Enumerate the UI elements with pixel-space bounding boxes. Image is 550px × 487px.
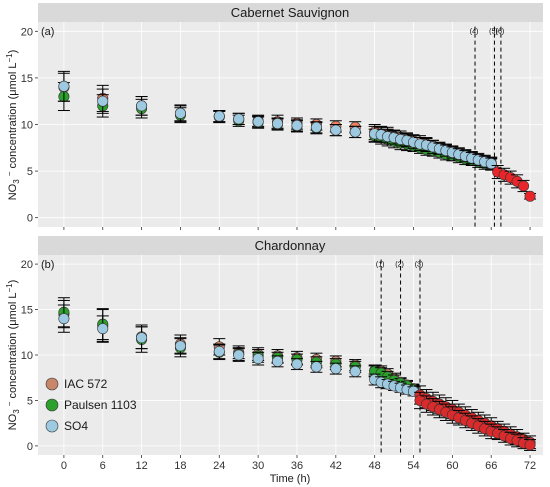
data-point [58, 80, 70, 92]
data-point [349, 126, 361, 138]
data-point [524, 190, 536, 202]
data-point [310, 361, 322, 373]
points-b [57, 297, 537, 451]
data-point [252, 116, 264, 128]
event-marker-label: (4) [470, 29, 479, 36]
x-tick-label: 30 [252, 460, 264, 472]
legend-swatch [45, 398, 59, 412]
x-tick-label: 18 [174, 460, 186, 472]
data-point [524, 439, 536, 451]
data-point [213, 110, 225, 122]
data-point [136, 100, 148, 112]
data-point [233, 349, 245, 361]
legend-label: IAC 572 [64, 377, 108, 391]
panel-a-tag: (a) [41, 26, 54, 38]
data-point [291, 358, 303, 370]
y-tick-label: 20 [21, 259, 33, 271]
x-tick-label: 12 [135, 460, 147, 472]
x-tick-label: 60 [446, 460, 458, 472]
grid-a [38, 22, 543, 227]
strip-b-title: Chardonnay [255, 238, 326, 253]
x-tick-label: 48 [369, 460, 381, 472]
y-axis-title-a: NO3 − concentration (μmol L−1) [5, 50, 21, 201]
data-point [213, 345, 225, 357]
x-tick-label: 36 [291, 460, 303, 472]
legend-label: SO4 [64, 419, 88, 433]
y-tick-label: 10 [21, 350, 33, 362]
data-point [97, 323, 109, 335]
data-point [174, 340, 186, 352]
x-tick-label: 66 [485, 460, 497, 472]
data-point [291, 119, 303, 131]
y-axis-title-b: NO3 − concentration (μmol L−1) [5, 280, 21, 431]
markers-a: (4) (5)(6) [470, 26, 505, 227]
strip-b [38, 236, 543, 255]
x-tick-label: 24 [213, 460, 225, 472]
data-point [272, 355, 284, 367]
event-marker-label: (2) [395, 262, 404, 269]
x-tick-label: 42 [330, 460, 342, 472]
y-tick-label: 5 [27, 395, 33, 407]
legend-swatch [45, 377, 59, 391]
y-tick-label: 15 [21, 305, 33, 317]
x-tick-label: 0 [61, 460, 67, 472]
panel-b-tag: (b) [41, 259, 54, 271]
strip-a [38, 3, 543, 22]
data-point [174, 107, 186, 119]
ticks-b: 0 5 10 15 20 0 6 12 18 24 30 36 42 48 54 60 66 72 [21, 259, 536, 472]
data-point [518, 180, 530, 192]
markers-b: (1) (2) (3) [376, 259, 424, 455]
event-marker-label: (3) [415, 262, 424, 269]
data-point [330, 363, 342, 375]
data-point [349, 365, 361, 377]
data-point [272, 118, 284, 130]
y-tick-label: 20 [21, 26, 33, 38]
y-tick-label: 0 [27, 213, 33, 225]
data-point [97, 95, 109, 107]
x-tick-label: 72 [524, 460, 536, 472]
x-axis-title: Time (h) [270, 473, 311, 485]
event-marker-label: (1) [376, 262, 385, 269]
data-point [252, 353, 264, 365]
event-marker-label: (5) [489, 29, 498, 36]
data-point [58, 313, 70, 325]
legend-swatch [45, 419, 59, 433]
x-tick-label: 6 [100, 460, 106, 472]
y-tick-label: 5 [27, 166, 33, 178]
points-a [57, 70, 537, 202]
data-point [233, 113, 245, 125]
legend-label: Paulsen 1103 [64, 398, 137, 412]
x-tick-label: 54 [407, 460, 419, 472]
ticks-a: 0 5 10 15 20 [21, 26, 531, 230]
strip-a-title: Cabernet Sauvignon [231, 5, 350, 20]
data-point [485, 158, 497, 170]
y-tick-label: 0 [27, 441, 33, 453]
legend: IAC 572 Paulsen 1103 SO4 [45, 377, 137, 433]
data-point [136, 332, 148, 344]
data-point [310, 121, 322, 133]
y-tick-label: 15 [21, 73, 33, 85]
event-marker-label: (6) [496, 29, 505, 36]
data-point [330, 124, 342, 136]
y-tick-label: 10 [21, 120, 33, 132]
